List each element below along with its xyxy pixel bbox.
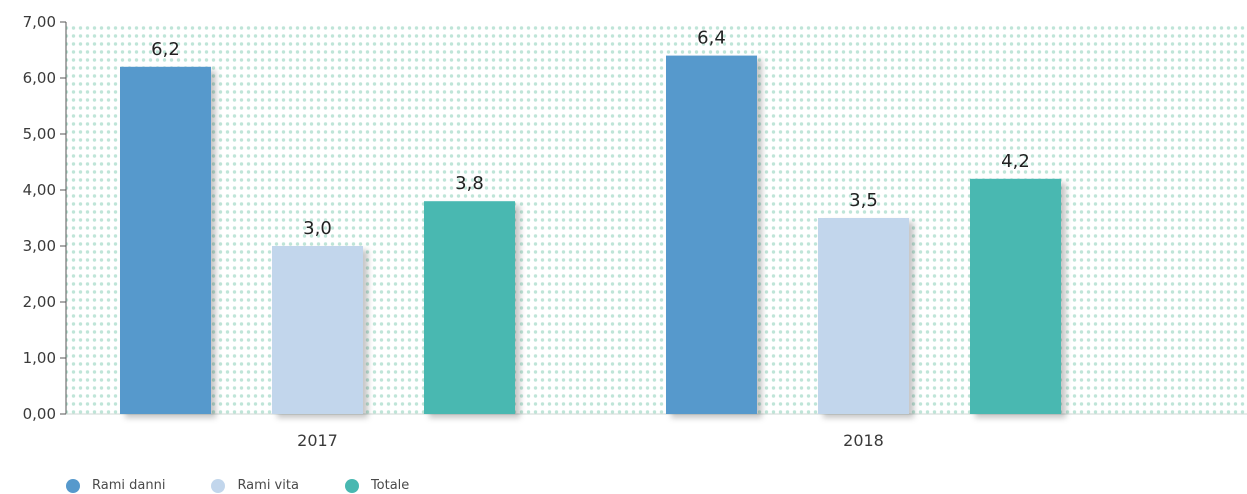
y-tick-label: 1,00 [23,349,56,367]
x-tick-label: 2017 [297,431,338,450]
y-tick-label: 5,00 [23,125,56,143]
x-tick-label: 2018 [843,431,884,450]
x-axis: 2017 2018 [297,431,884,450]
data-label: 6,2 [151,39,180,60]
y-tick-label: 2,00 [23,293,56,311]
legend-swatch [66,478,80,493]
legend: Rami danni Rami vita Totale [66,478,455,493]
y-tick-label: 7,00 [23,13,56,31]
legend-item: Totale [344,478,410,493]
legend-item: Rami danni [66,478,165,493]
bars [120,55,1061,415]
bar [272,246,363,414]
bar [666,55,757,414]
y-tick-label: 6,00 [23,69,56,87]
bar [818,218,909,414]
legend-label: Rami vita [237,478,299,493]
legend-swatch [211,478,226,493]
bar [120,66,211,415]
data-label: 3,0 [303,218,332,239]
y-tick-label: 3,00 [23,237,56,255]
data-label: 6,4 [697,28,726,49]
y-tick-label: 4,00 [23,181,56,199]
data-label: 3,8 [455,173,484,194]
legend-swatch [344,478,359,493]
data-labels: 6,2 3,0 3,8 6,4 3,5 4,2 [151,28,1030,239]
y-tick-label: 0,00 [23,405,56,423]
plot-background [66,22,1247,414]
bar [970,178,1061,414]
data-label: 4,2 [1001,151,1030,172]
legend-label: Totale [370,478,410,493]
y-axis: 0,00 1,00 2,00 3,00 4,00 5,00 6,00 7,00 [23,13,1247,423]
data-label: 3,5 [849,190,878,211]
legend-label: Rami danni [92,478,166,493]
legend-item: Rami vita [211,478,299,493]
bar [424,201,515,414]
